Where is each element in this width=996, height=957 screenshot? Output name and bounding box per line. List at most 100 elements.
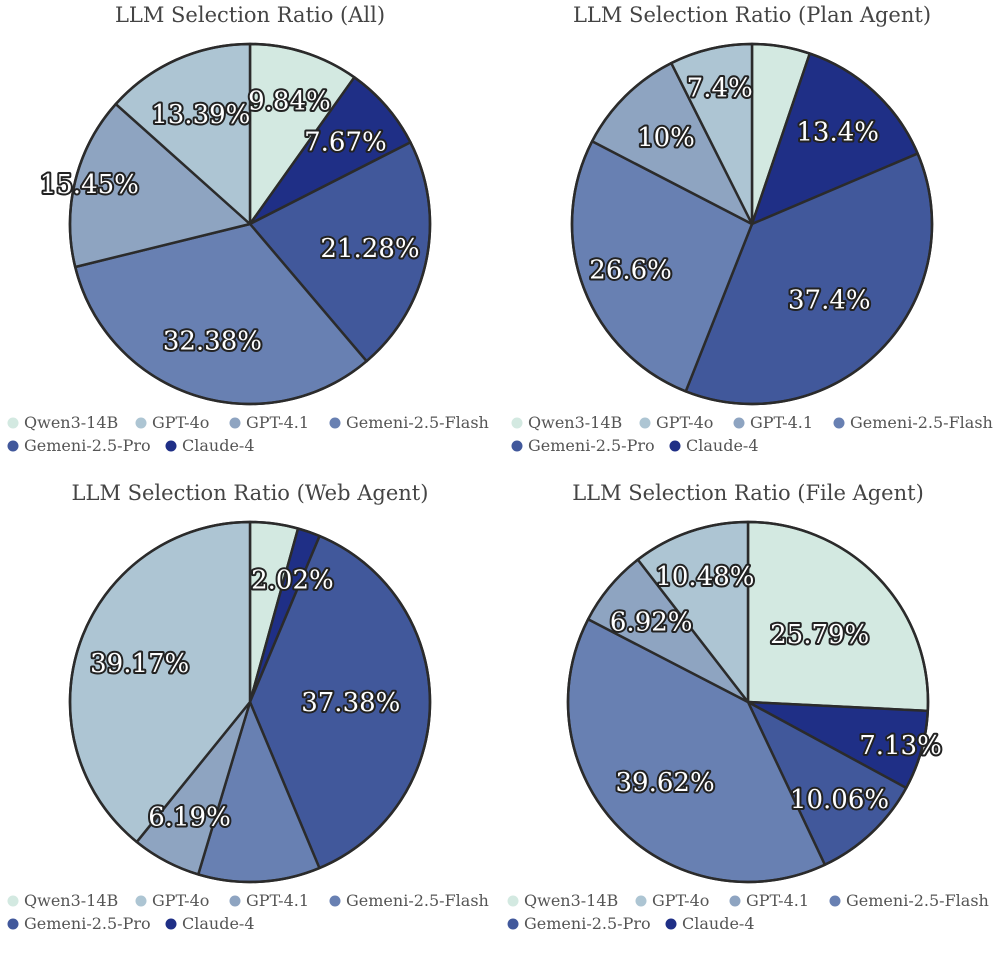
pie-chart-1: LLM Selection Ratio (All) 9.84% 7.67% 21.28…: [7, 3, 489, 455]
legend-item-gemeni-2-5-flash: Gemeni-2.5-Flash: [829, 891, 989, 910]
data-label-claude-4: 2.02%: [251, 566, 334, 596]
legend-marker: [507, 895, 519, 907]
data-label-qwen3-14b: 25.79%: [770, 620, 869, 650]
legend-item-qwen3-14b: Qwen3-14B: [7, 891, 118, 910]
legend-marker: [7, 918, 19, 930]
legend-label: Claude-4: [182, 914, 255, 933]
data-label-gpt-4o: 39.17%: [90, 649, 189, 679]
data-label-gemeni-2-5-flash: 32.38%: [163, 327, 262, 357]
data-label-gpt-4-1: 15.45%: [40, 170, 139, 200]
legend-marker: [669, 440, 681, 452]
chart-title: LLM Selection Ratio (File Agent): [572, 481, 924, 505]
legend-label: Gemeni-2.5-Flash: [850, 413, 993, 432]
legend-label: GPT-4.1: [246, 413, 309, 432]
data-label-gpt-4-1: 10%: [637, 123, 695, 153]
legend-item-gpt-4-1: GPT-4.1: [729, 891, 809, 910]
legend-item-qwen3-14b: Qwen3-14B: [7, 413, 118, 432]
data-label-gemeni-2-5-flash: 26.6%: [589, 255, 672, 285]
pie-chart-3: LLM Selection Ratio (Web Agent) 2.02% 37.3…: [7, 481, 489, 933]
legend-item-gpt-4o: GPT-4o: [135, 891, 209, 910]
legend-marker: [165, 918, 177, 930]
data-label-claude-4: 7.67%: [304, 128, 387, 158]
legend-label: Gemeni-2.5-Pro: [528, 436, 655, 455]
legend-marker: [511, 440, 523, 452]
legend: Qwen3-14B GPT-4o GPT-4.1 Gemeni-2.5-Flash Ge…: [511, 413, 993, 455]
legend-item-gemeni-2-5-pro: Gemeni-2.5-Pro: [7, 914, 151, 933]
legend: Qwen3-14B GPT-4o GPT-4.1 Gemeni-2.5-Flash Ge…: [507, 891, 989, 933]
legend-item-gemeni-2-5-pro: Gemeni-2.5-Pro: [7, 436, 151, 455]
legend-label: Qwen3-14B: [524, 891, 618, 910]
legend: Qwen3-14B GPT-4o GPT-4.1 Gemeni-2.5-Flash Ge…: [7, 413, 489, 455]
legend-label: GPT-4.1: [750, 413, 813, 432]
legend-marker: [329, 895, 341, 907]
legend-item-gemeni-2-5-flash: Gemeni-2.5-Flash: [329, 413, 489, 432]
legend-marker: [733, 417, 745, 429]
data-label-gpt-4-1: 6.19%: [148, 803, 231, 833]
legend-label: GPT-4o: [656, 413, 713, 432]
legend-marker: [7, 895, 19, 907]
legend-item-claude-4: Claude-4: [165, 436, 255, 455]
legend-item-gemeni-2-5-pro: Gemeni-2.5-Pro: [511, 436, 655, 455]
legend-item-claude-4: Claude-4: [669, 436, 759, 455]
legend-label: GPT-4o: [652, 891, 709, 910]
legend: Qwen3-14B GPT-4o GPT-4.1 Gemeni-2.5-Flash Ge…: [7, 891, 489, 933]
legend-item-gpt-4o: GPT-4o: [639, 413, 713, 432]
data-label-gpt-4o: 10.48%: [655, 562, 754, 592]
data-label-gpt-4-1: 6.92%: [610, 607, 693, 637]
legend-label: Gemeni-2.5-Flash: [346, 891, 489, 910]
legend-marker: [7, 417, 19, 429]
legend-marker: [511, 417, 523, 429]
legend-item-gpt-4-1: GPT-4.1: [229, 413, 309, 432]
legend-item-gpt-4-1: GPT-4.1: [733, 413, 813, 432]
legend-marker: [507, 918, 519, 930]
legend-marker: [639, 417, 651, 429]
legend-label: Claude-4: [682, 914, 755, 933]
data-label-qwen3-14b: 9.84%: [248, 87, 331, 117]
data-label-gpt-4o: 7.4%: [687, 73, 753, 103]
legend-marker: [229, 895, 241, 907]
legend-item-gpt-4o: GPT-4o: [135, 413, 209, 432]
legend-item-gemeni-2-5-flash: Gemeni-2.5-Flash: [329, 891, 489, 910]
legend-label: Gemeni-2.5-Pro: [524, 914, 651, 933]
legend-label: Gemeni-2.5-Flash: [346, 413, 489, 432]
pie-chart-4: LLM Selection Ratio (File Agent) 25.79% 7.…: [507, 481, 989, 933]
data-label-claude-4: 13.4%: [796, 118, 879, 148]
chart-title: LLM Selection Ratio (Plan Agent): [573, 3, 931, 27]
legend-item-claude-4: Claude-4: [165, 914, 255, 933]
legend-item-gpt-4o: GPT-4o: [635, 891, 709, 910]
data-label-gpt-4o: 13.39%: [151, 100, 250, 130]
legend-marker: [329, 417, 341, 429]
legend-label: Gemeni-2.5-Pro: [24, 914, 151, 933]
pie-chart-2: LLM Selection Ratio (Plan Agent) 13.4% 37.…: [511, 3, 993, 455]
legend-marker: [665, 918, 677, 930]
legend-item-gpt-4-1: GPT-4.1: [229, 891, 309, 910]
legend-item-gemeni-2-5-pro: Gemeni-2.5-Pro: [507, 914, 651, 933]
data-label-gemeni-2-5-pro: 37.38%: [301, 688, 400, 718]
legend-label: GPT-4o: [152, 891, 209, 910]
legend-label: GPT-4.1: [746, 891, 809, 910]
chart-title: LLM Selection Ratio (Web Agent): [72, 481, 429, 505]
pie-outline: [566, 520, 930, 884]
legend-marker: [7, 440, 19, 452]
legend-label: GPT-4o: [152, 413, 209, 432]
data-label-gemeni-2-5-pro: 21.28%: [320, 234, 419, 264]
legend-marker: [135, 417, 147, 429]
legend-label: Gemeni-2.5-Flash: [846, 891, 989, 910]
data-label-gemeni-2-5-pro: 37.4%: [788, 285, 871, 315]
legend-marker: [635, 895, 647, 907]
pie-outline: [68, 520, 432, 884]
legend-marker: [135, 895, 147, 907]
legend-marker: [729, 895, 741, 907]
legend-marker: [833, 417, 845, 429]
chart-title: LLM Selection Ratio (All): [115, 3, 385, 27]
pie-outline: [68, 42, 432, 406]
legend-marker: [829, 895, 841, 907]
pie-outline: [570, 42, 934, 406]
legend-item-qwen3-14b: Qwen3-14B: [507, 891, 618, 910]
legend-label: Qwen3-14B: [24, 891, 118, 910]
legend-item-gemeni-2-5-flash: Gemeni-2.5-Flash: [833, 413, 993, 432]
data-label-gemeni-2-5-flash: 39.62%: [616, 768, 715, 798]
legend-item-qwen3-14b: Qwen3-14B: [511, 413, 622, 432]
legend-label: Claude-4: [182, 436, 255, 455]
